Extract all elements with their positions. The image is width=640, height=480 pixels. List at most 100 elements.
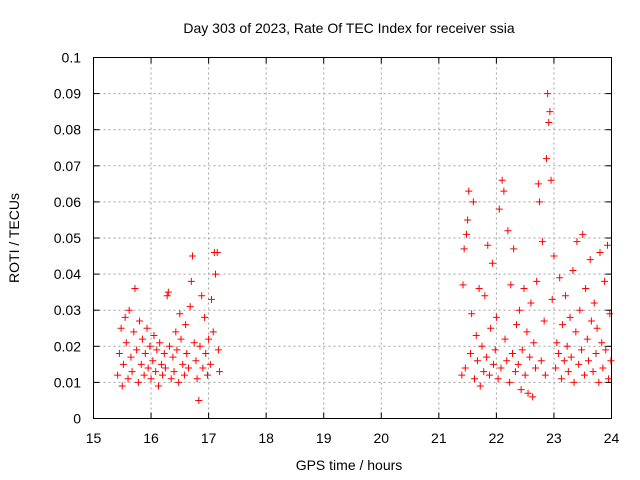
x-tick-label: 17 xyxy=(201,430,217,446)
data-point xyxy=(196,342,204,350)
data-point xyxy=(144,364,152,372)
data-point xyxy=(186,303,194,311)
data-point xyxy=(506,378,514,386)
data-point xyxy=(152,368,160,376)
data-point xyxy=(559,321,567,329)
data-point xyxy=(460,245,468,253)
data-point xyxy=(567,353,575,361)
data-point xyxy=(165,342,173,350)
x-tick-label: 20 xyxy=(373,430,389,446)
x-tick-label: 18 xyxy=(258,430,274,446)
data-point xyxy=(556,274,564,282)
x-tick-label: 16 xyxy=(143,430,159,446)
data-point xyxy=(487,324,495,332)
data-point xyxy=(517,386,525,394)
data-point xyxy=(472,331,480,339)
data-point xyxy=(537,357,545,365)
data-point xyxy=(590,299,598,307)
data-point xyxy=(198,292,206,300)
data-point xyxy=(149,357,157,365)
data-point xyxy=(203,371,211,379)
data-point xyxy=(466,350,474,358)
data-point xyxy=(601,277,609,285)
y-tick-label: 0.06 xyxy=(54,194,81,210)
data-point xyxy=(119,360,127,368)
data-point xyxy=(121,313,129,321)
data-point xyxy=(530,339,538,347)
data-point xyxy=(177,335,185,343)
data-point xyxy=(131,285,139,293)
data-point xyxy=(465,187,473,195)
data-point xyxy=(167,375,175,383)
data-point xyxy=(183,350,191,358)
data-point xyxy=(576,306,584,314)
data-point xyxy=(500,187,508,195)
data-point xyxy=(587,317,595,325)
data-point xyxy=(501,335,509,343)
data-point xyxy=(520,285,528,293)
data-point xyxy=(140,371,148,379)
data-point xyxy=(469,198,477,206)
data-point xyxy=(141,350,149,358)
data-point xyxy=(573,238,581,246)
data-point xyxy=(498,176,506,184)
data-point xyxy=(504,227,512,235)
data-point xyxy=(124,375,132,383)
data-point xyxy=(511,368,519,376)
data-point xyxy=(603,241,611,249)
data-point xyxy=(459,281,467,289)
data-point xyxy=(173,346,181,354)
data-point xyxy=(503,357,511,365)
data-point xyxy=(602,346,610,354)
data-point xyxy=(134,378,142,386)
data-point xyxy=(553,339,561,347)
data-point xyxy=(560,357,568,365)
data-point xyxy=(593,324,601,332)
data-point xyxy=(156,339,164,347)
y-axis-label: ROTI / TECUs xyxy=(6,193,22,283)
data-point xyxy=(580,371,588,379)
y-tick-label: 0.07 xyxy=(54,158,81,174)
data-point xyxy=(127,353,135,361)
data-point xyxy=(170,368,178,376)
data-point xyxy=(212,270,220,278)
data-point xyxy=(582,285,590,293)
data-point xyxy=(478,342,486,350)
chart-title: Day 303 of 2023, Rate Of TEC Index for r… xyxy=(183,20,514,36)
data-point xyxy=(172,328,180,336)
data-point xyxy=(193,375,201,383)
y-tick-label: 0.08 xyxy=(54,122,81,138)
data-point xyxy=(143,324,151,332)
data-point xyxy=(492,313,500,321)
data-point xyxy=(184,364,192,372)
data-point xyxy=(514,360,522,368)
data-point xyxy=(533,277,541,285)
data-point xyxy=(510,245,518,253)
data-point xyxy=(515,306,523,314)
data-point xyxy=(523,328,531,336)
data-point xyxy=(147,375,155,383)
data-point xyxy=(461,364,469,372)
data-point xyxy=(190,339,198,347)
data-point xyxy=(555,350,563,358)
data-point xyxy=(563,342,571,350)
data-point xyxy=(564,368,572,376)
x-tick-label: 19 xyxy=(316,430,332,446)
data-point xyxy=(136,317,144,325)
data-points xyxy=(114,90,615,404)
data-point xyxy=(607,357,615,365)
data-point xyxy=(209,328,217,336)
x-tick-label: 22 xyxy=(489,430,505,446)
data-point xyxy=(599,364,607,372)
data-point xyxy=(536,198,544,206)
data-point xyxy=(480,368,488,376)
x-tick-label: 15 xyxy=(86,430,102,446)
data-point xyxy=(192,357,200,365)
data-point xyxy=(182,321,190,329)
data-point xyxy=(488,259,496,267)
data-point xyxy=(161,364,169,372)
data-point xyxy=(485,371,493,379)
y-tick-label: 0.04 xyxy=(54,266,81,282)
data-point xyxy=(583,335,591,343)
